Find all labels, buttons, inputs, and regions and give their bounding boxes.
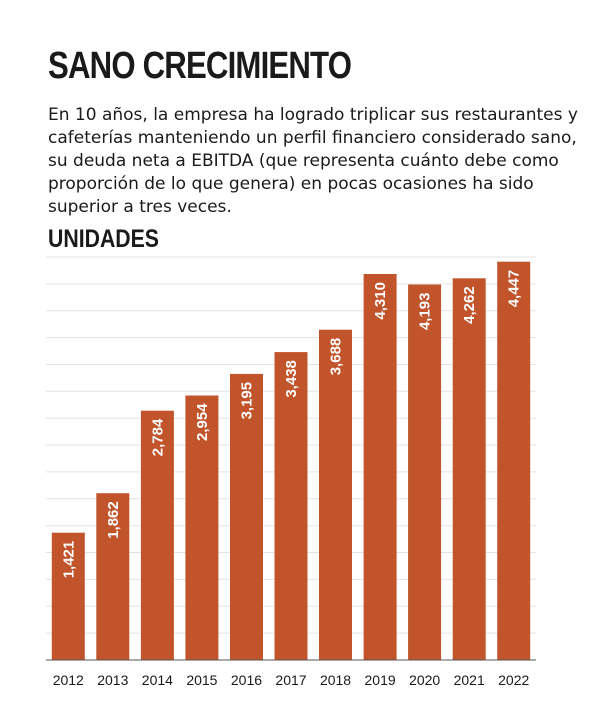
bar-2020 — [408, 284, 442, 660]
bar-2018 — [319, 329, 352, 660]
bar-value-label-2012: 1,421 — [60, 541, 77, 579]
x-axis-ticks: 2012 2013 2014 2015 2016 2017 2018 2019 2020 2021… — [53, 672, 530, 688]
bar-value-label-2020: 4,193 — [417, 292, 434, 330]
bar-2013 — [96, 493, 130, 660]
bar-2019 — [363, 274, 397, 660]
bar-2022 — [497, 261, 531, 660]
bar-value-label-2017: 3,438 — [283, 360, 300, 398]
bar-2015 — [185, 395, 219, 660]
x-tick-label-2016: 2016 — [231, 672, 262, 688]
bars — [51, 261, 531, 660]
bar-value-labels: 1,421 1,862 2,784 2,954 3,195 3,438 3,688 4,310… — [60, 270, 522, 579]
x-tick-label-2022: 2022 — [498, 672, 529, 688]
x-tick-label-2020: 2020 — [409, 672, 440, 688]
chart-description: En 10 años, la empresa ha logrado tripli… — [48, 105, 578, 217]
bar-2021 — [452, 278, 486, 660]
x-tick-label-2018: 2018 — [320, 672, 351, 688]
chart-title: SANO CRECIMIENTO — [48, 45, 352, 87]
x-tick-label-2019: 2019 — [365, 672, 396, 688]
bar-value-label-2013: 1,862 — [105, 501, 122, 539]
bar-2014 — [140, 410, 174, 660]
bar-value-label-2018: 3,688 — [328, 338, 345, 376]
x-tick-label-2017: 2017 — [275, 672, 306, 688]
section-label-unidades: UNIDADES — [48, 225, 159, 253]
x-tick-label-2012: 2012 — [53, 672, 84, 688]
bar-value-label-2016: 3,195 — [238, 382, 255, 420]
x-tick-label-2015: 2015 — [186, 672, 217, 688]
x-tick-label-2021: 2021 — [454, 672, 485, 688]
bar-2012 — [51, 532, 85, 660]
bar-value-label-2022: 4,447 — [506, 270, 523, 308]
bar-2017 — [274, 352, 308, 660]
bar-value-label-2014: 2,784 — [149, 418, 166, 456]
bar-2016 — [230, 373, 263, 660]
bar-value-label-2019: 4,310 — [372, 282, 389, 320]
x-tick-label-2014: 2014 — [142, 672, 173, 688]
bar-value-label-2015: 2,954 — [194, 403, 211, 441]
x-tick-label-2013: 2013 — [97, 672, 128, 688]
bar-value-label-2021: 4,262 — [461, 286, 478, 324]
